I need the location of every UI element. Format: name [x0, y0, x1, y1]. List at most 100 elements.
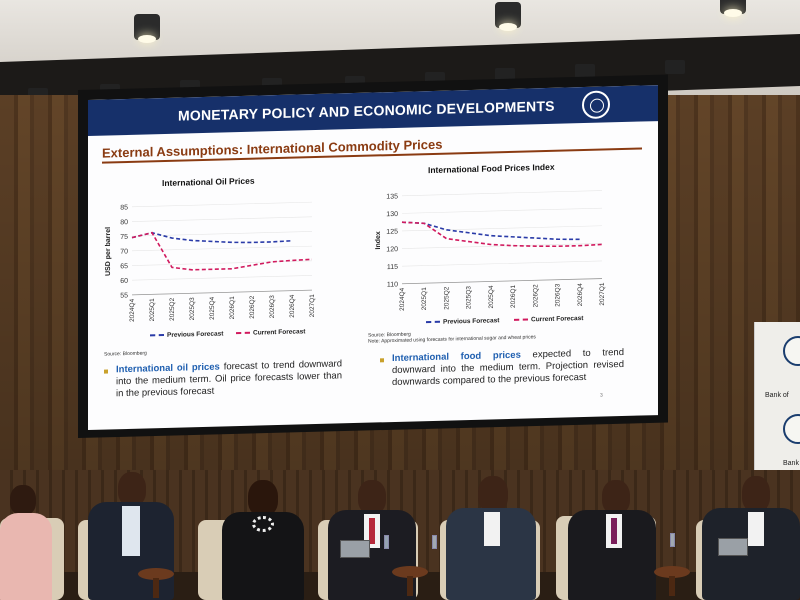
water-bottle — [384, 535, 389, 549]
x-tick-label: 2026Q4 — [289, 294, 296, 318]
y-tick-label: 75 — [120, 234, 128, 241]
side-table-leg — [669, 576, 675, 596]
ceiling-spotlight — [134, 14, 160, 43]
x-tick-label: 2026Q3 — [555, 283, 562, 307]
bank-seal-icon — [783, 414, 800, 444]
water-bottle — [670, 533, 675, 547]
head — [602, 480, 630, 514]
oil-chart-source: Source: Bloomberg — [104, 350, 147, 358]
side-table — [654, 566, 690, 578]
y-tick-label: 135 — [386, 193, 398, 200]
bullet-marker — [104, 369, 108, 374]
x-tick-label: 2025Q2 — [169, 297, 176, 321]
y-gridline — [402, 190, 602, 197]
x-tick-label: 2025Q4 — [209, 296, 216, 320]
presentation-slide: MONETARY POLICY AND ECONOMIC DEVELOPMENT… — [88, 85, 658, 430]
head — [742, 476, 770, 512]
y-tick-label: 55 — [120, 292, 128, 299]
y-tick-label: 65 — [120, 263, 128, 270]
y-gridline — [402, 260, 602, 267]
slide-header-title: MONETARY POLICY AND ECONOMIC DEVELOPMENT… — [178, 97, 555, 124]
x-tick-label: 2025Q4 — [488, 285, 495, 309]
y-gridline — [132, 216, 312, 222]
tie — [369, 518, 375, 544]
head — [118, 472, 146, 506]
x-tick-label: 2024Q4 — [129, 298, 136, 322]
x-tick-label: 2027Q1 — [309, 294, 316, 318]
bullet-oil: International oil prices forecast to tre… — [116, 358, 342, 400]
x-tick-label: 2026Q1 — [510, 284, 517, 308]
shirt — [122, 506, 140, 556]
track-light — [575, 64, 595, 78]
y-tick-label: 60 — [120, 278, 128, 285]
x-tick-label: 2026Q3 — [269, 295, 276, 319]
banner-text: Bank — [783, 460, 799, 467]
page-number: 3 — [600, 392, 603, 399]
torso — [0, 513, 52, 600]
y-gridline — [132, 231, 312, 237]
legend-swatch-current — [514, 318, 528, 322]
head — [10, 485, 36, 515]
y-axis-label: Index — [375, 231, 382, 250]
legend-label: Previous Forecast — [443, 317, 500, 326]
head — [358, 480, 386, 514]
legend-previous: Previous Forecast — [150, 330, 223, 339]
y-tick-label: 110 — [387, 281, 398, 288]
oil-price-chart: 55 60 65 70 75 80 85 2024Q4 2025Q1 2025Q2 2025Q3 20… — [105, 201, 316, 322]
tie — [611, 518, 617, 544]
food-price-chart: 110 115 120 125 130 135 2024Q4 2025Q1 2025Q2 2025… — [375, 190, 606, 311]
y-tick-label: 70 — [120, 248, 128, 255]
x-axis — [402, 278, 602, 285]
x-tick-label: 2024Q4 — [399, 287, 406, 311]
shirt — [484, 512, 500, 546]
y-tick-label: 120 — [386, 246, 398, 253]
side-table — [138, 568, 174, 580]
y-tick-label: 125 — [386, 229, 398, 236]
ceiling-spotlight — [495, 2, 521, 31]
previous-forecast-line — [401, 221, 580, 241]
previous-forecast-line — [131, 231, 293, 244]
legend-swatch-previous — [150, 334, 164, 337]
x-axis — [132, 289, 312, 296]
x-tick-label: 2027Q1 — [599, 282, 606, 306]
tablet — [718, 538, 748, 556]
legend-current: Current Forecast — [236, 328, 305, 337]
y-gridline — [132, 201, 312, 208]
bank-seal-icon — [783, 336, 800, 366]
x-tick-label: 2025Q3 — [189, 297, 196, 321]
bullet-food: International food prices expected to tr… — [392, 347, 624, 389]
bank-logo-icon — [582, 90, 610, 120]
y-gridline — [132, 245, 312, 252]
x-tick-label: 2026Q2 — [249, 295, 256, 319]
bullet-marker — [380, 358, 384, 363]
y-axis-label: USD per barrel — [105, 227, 112, 276]
side-table — [392, 566, 428, 578]
y-gridline — [402, 243, 602, 249]
side-table-leg — [407, 576, 413, 596]
current-forecast-line — [401, 221, 603, 248]
tablet — [340, 540, 370, 558]
y-gridline — [132, 275, 312, 281]
necklace — [252, 516, 274, 532]
banner-text: Bank of — [765, 392, 789, 399]
legend-label: Current Forecast — [531, 315, 584, 324]
x-tick-label: 2026Q1 — [229, 296, 236, 320]
legend-label: Previous Forecast — [167, 330, 224, 339]
x-tick-label: 2026Q2 — [532, 284, 539, 308]
y-tick-label: 115 — [387, 264, 398, 271]
food-chart-title: International Food Prices Index — [428, 161, 555, 176]
ceiling-spotlight — [720, 0, 746, 17]
y-gridline — [402, 225, 602, 232]
y-tick-label: 80 — [120, 219, 128, 226]
head — [248, 480, 278, 516]
x-tick-label: 2025Q2 — [443, 286, 450, 310]
head — [478, 476, 508, 512]
y-tick-label: 130 — [386, 211, 398, 218]
track-light — [665, 60, 685, 74]
shirt — [748, 512, 764, 546]
current-forecast-line — [131, 231, 313, 271]
side-table-leg — [153, 578, 159, 598]
x-tick-label: 2025Q1 — [421, 287, 428, 311]
y-gridline — [132, 260, 312, 266]
legend-swatch-previous — [426, 321, 440, 324]
